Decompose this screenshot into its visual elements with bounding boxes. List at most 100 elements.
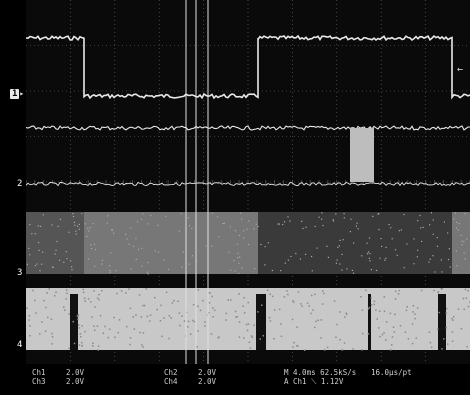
ch4-noise-dot <box>257 311 259 313</box>
ch4-noise-dot <box>253 324 255 326</box>
ch4-noise-dot <box>467 289 469 292</box>
ch3-noise-dot <box>388 224 390 226</box>
channel-1-marker[interactable]: 1 ▸ <box>10 89 24 99</box>
ch4-noise-dot <box>271 295 274 298</box>
ch3-noise-dot <box>238 262 240 264</box>
ch3-noise-dot <box>71 266 73 268</box>
ch4-noise-dot <box>145 288 147 290</box>
ch4-noise-dot <box>391 344 393 346</box>
waveform-screen <box>26 0 470 364</box>
ch4-noise-dot <box>29 335 31 337</box>
ch3-noise-dot <box>228 251 230 253</box>
ch4-noise-dot <box>345 313 348 316</box>
ch3-noise-dot <box>321 218 323 220</box>
ch4-noise-dot <box>192 319 194 322</box>
ch4-noise-dot <box>212 316 214 318</box>
ch3-noise-dot <box>191 255 193 257</box>
ch4-noise-dot <box>339 311 341 313</box>
channel-3-marker[interactable]: 3 <box>17 268 22 278</box>
ch3-noise-dot <box>440 259 442 261</box>
ch3-noise-dot <box>68 231 70 233</box>
ch3-noise-dot <box>95 249 97 251</box>
ch4-noise-dot <box>213 309 216 312</box>
ch4-noise-dot <box>142 304 144 307</box>
ch4-noise-dot <box>379 335 381 338</box>
channel-1-ground-marker-icon: ▸ <box>19 89 25 98</box>
ch4-noise-dot <box>453 315 455 318</box>
ch4-noise-dot <box>336 323 338 326</box>
ch4-noise-dot <box>399 325 402 327</box>
ch3-noise-dot <box>168 268 170 270</box>
ch4-noise-dot <box>392 326 395 328</box>
ch4-noise-dot <box>361 309 364 311</box>
ch4-noise-dot <box>46 292 48 294</box>
ch4-noise-dot <box>96 297 99 299</box>
ch4-noise-dot <box>394 290 397 293</box>
ch4-gap <box>256 294 266 350</box>
ch3-noise-dot <box>135 258 137 260</box>
ch3-noise-dot <box>421 240 423 242</box>
ch4-noise-dot <box>93 325 95 327</box>
ch3-noise-dot <box>366 242 368 244</box>
ch4-noise-dot <box>65 289 68 291</box>
ch4-noise-dot <box>87 298 90 300</box>
ch4-noise-dot <box>225 312 227 315</box>
ch4-noise-dot <box>236 316 238 318</box>
ch3-noise-dot <box>39 270 41 272</box>
ch4-noise-dot <box>415 337 417 339</box>
channel-4-marker[interactable]: 4 <box>17 340 22 350</box>
ch4-noise-dot <box>168 337 170 340</box>
ch3-noise-dot <box>332 220 335 222</box>
ch4-noise-dot <box>44 330 47 332</box>
ch4-noise-dot <box>266 289 269 291</box>
ch4-noise-dot <box>314 293 316 296</box>
ch3-noise-dot <box>132 245 135 247</box>
ch4-noise-dot <box>323 292 325 295</box>
ch3-noise-dot <box>335 213 337 215</box>
ch4-noise-dot <box>116 292 118 295</box>
ch3-noise-dot <box>264 264 266 266</box>
ch4-noise-dot <box>129 337 132 339</box>
ch3-noise-dot <box>368 257 370 259</box>
ch4-noise-dot <box>411 323 414 325</box>
ch4-noise-dot <box>250 335 253 337</box>
ch4-noise-dot <box>268 316 271 319</box>
ch4-noise-dot <box>83 297 86 299</box>
channel-2-marker[interactable]: 2 <box>17 179 22 189</box>
ch4-noise-dot <box>132 316 134 318</box>
ch3-noise-dot <box>154 250 156 252</box>
ch3-noise-dot <box>372 215 374 217</box>
ch3-noise-dot <box>264 246 266 248</box>
ch3-noise-dot <box>341 253 343 255</box>
ch4-noise-dot <box>163 317 165 319</box>
ch3-noise-dot <box>343 213 345 215</box>
ch3-noise-dot <box>229 226 231 228</box>
ch3-label: Ch3 <box>32 377 46 386</box>
ch3-noise-dot <box>246 228 248 230</box>
ch3-noise-dot <box>436 245 439 247</box>
ch3-noise-dot <box>73 221 75 223</box>
ch4-noise-dot <box>92 345 94 347</box>
ch4-noise-dot <box>262 335 265 337</box>
ch4-noise-dot <box>187 320 190 323</box>
ch4-noise-dot <box>238 293 240 295</box>
ch3-noise-dot <box>295 252 297 255</box>
ch4-noise-dot <box>416 307 419 309</box>
ch4-noise-dot <box>460 327 463 330</box>
ch4-noise-dot <box>464 288 467 291</box>
channel-2-number: 2 <box>17 179 23 189</box>
ch4-noise-dot <box>365 289 367 292</box>
ch3-noise-dot <box>420 227 422 229</box>
ch3-noise-dot <box>237 252 239 254</box>
ch4-noise-dot <box>412 305 415 307</box>
ch3-noise-dot <box>267 242 269 244</box>
ch4-noise-dot <box>51 332 53 335</box>
ch4-noise-dot <box>437 328 439 330</box>
ch3-noise-dot <box>84 223 86 225</box>
ch3-noise-dot <box>233 260 235 262</box>
ch4-noise-dot <box>183 320 186 322</box>
ch4-noise-dot <box>165 291 168 294</box>
ch4-noise-dot <box>210 333 213 335</box>
trigger-level-arrow-icon[interactable]: ← <box>457 64 464 75</box>
ch4-noise-dot <box>465 297 468 299</box>
